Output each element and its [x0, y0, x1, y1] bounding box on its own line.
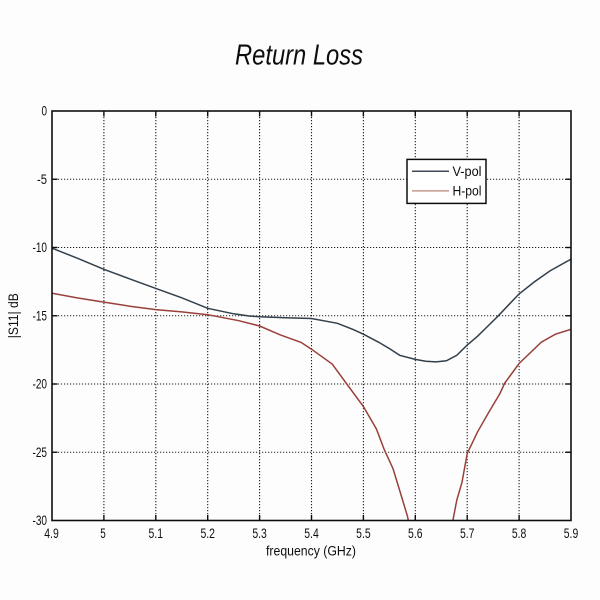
svg-text:5.7: 5.7 — [460, 526, 475, 541]
svg-text:|S11| dB: |S11| dB — [6, 293, 21, 338]
svg-text:5.3: 5.3 — [252, 526, 267, 541]
svg-text:5.9: 5.9 — [564, 526, 579, 541]
svg-text:-5: -5 — [37, 172, 47, 187]
svg-text:H-pol: H-pol — [453, 182, 482, 198]
svg-text:5.2: 5.2 — [200, 526, 215, 541]
svg-text:-10: -10 — [33, 240, 48, 255]
svg-text:0: 0 — [42, 104, 48, 119]
svg-text:5.4: 5.4 — [304, 526, 319, 541]
svg-text:-20: -20 — [33, 377, 48, 392]
svg-text:-25: -25 — [33, 445, 48, 460]
svg-text:5.5: 5.5 — [356, 526, 371, 541]
svg-text:4.9: 4.9 — [44, 526, 59, 541]
svg-text:5.6: 5.6 — [408, 526, 423, 541]
svg-text:-30: -30 — [33, 513, 48, 528]
svg-text:5.8: 5.8 — [512, 526, 527, 541]
svg-text:5: 5 — [100, 526, 106, 541]
svg-text:Return Loss: Return Loss — [235, 40, 363, 72]
svg-text:5.1: 5.1 — [149, 526, 164, 541]
svg-text:V-pol: V-pol — [453, 163, 482, 179]
svg-text:-15: -15 — [33, 308, 48, 323]
svg-text:frequency (GHz): frequency (GHz) — [266, 544, 356, 559]
